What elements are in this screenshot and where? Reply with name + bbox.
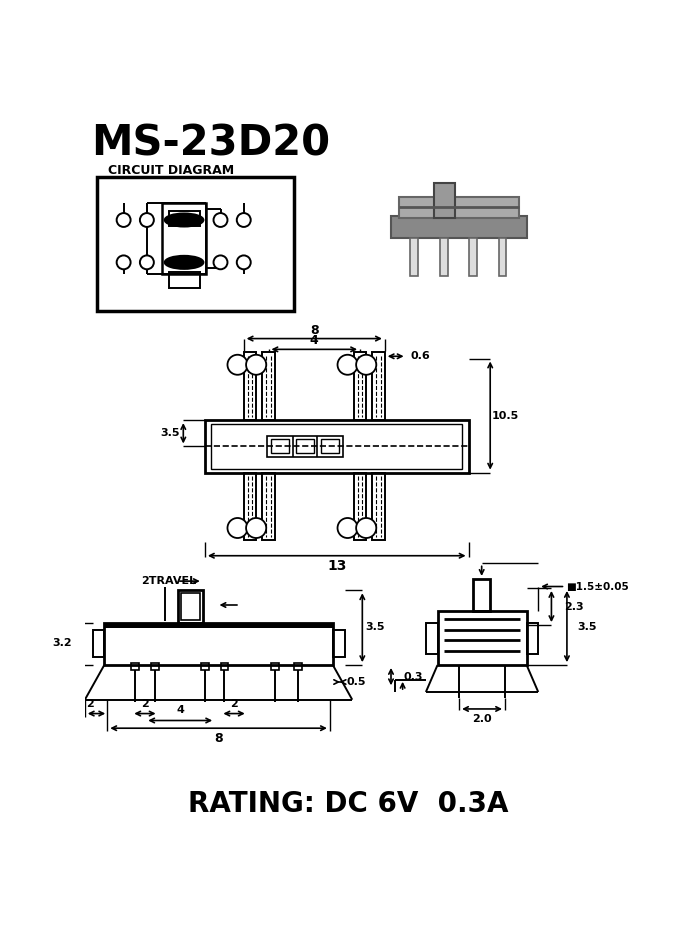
- Bar: [410, 237, 418, 276]
- Bar: [271, 439, 289, 453]
- Circle shape: [140, 255, 154, 269]
- Circle shape: [356, 354, 376, 375]
- Bar: [168, 272, 200, 288]
- Text: 13: 13: [327, 559, 346, 573]
- Bar: [244, 352, 256, 420]
- Ellipse shape: [165, 256, 204, 269]
- Text: 3.2: 3.2: [52, 639, 72, 649]
- Text: 2: 2: [86, 699, 94, 710]
- Text: 2: 2: [141, 699, 149, 710]
- Circle shape: [337, 354, 358, 375]
- Text: 8: 8: [214, 732, 223, 744]
- Text: 5: 5: [234, 523, 241, 533]
- Bar: [391, 216, 527, 237]
- Circle shape: [237, 213, 251, 227]
- Circle shape: [213, 213, 227, 227]
- Ellipse shape: [165, 213, 204, 226]
- Bar: [92, 630, 105, 657]
- Bar: [271, 663, 278, 670]
- Bar: [469, 237, 477, 276]
- Bar: [434, 183, 456, 218]
- Circle shape: [237, 255, 251, 269]
- Bar: [426, 623, 437, 654]
- Bar: [321, 439, 339, 453]
- Text: 2.0: 2.0: [472, 714, 492, 724]
- Bar: [262, 352, 275, 420]
- Circle shape: [246, 354, 266, 375]
- Bar: [399, 197, 519, 219]
- Text: MS-23D20: MS-23D20: [91, 122, 330, 164]
- Bar: [178, 590, 202, 623]
- Text: 4: 4: [310, 335, 318, 348]
- Bar: [333, 630, 344, 657]
- Circle shape: [356, 518, 376, 538]
- Text: 4: 4: [363, 360, 370, 369]
- Text: 3: 3: [344, 360, 352, 369]
- Text: 8: 8: [310, 324, 318, 338]
- Text: 0.5: 0.5: [347, 677, 367, 687]
- Text: 6: 6: [252, 523, 260, 533]
- Text: 10.5: 10.5: [492, 410, 519, 421]
- Bar: [205, 420, 469, 472]
- Bar: [354, 352, 366, 420]
- Bar: [201, 663, 209, 670]
- Text: 7: 7: [344, 523, 352, 533]
- Bar: [168, 210, 200, 226]
- Text: 4: 4: [177, 706, 184, 715]
- Bar: [440, 237, 447, 276]
- Text: 3.5: 3.5: [578, 622, 598, 631]
- Text: 2.3: 2.3: [564, 601, 583, 611]
- Circle shape: [117, 213, 130, 227]
- Bar: [297, 439, 314, 453]
- Text: 2TRAVEL: 2TRAVEL: [141, 576, 197, 586]
- Circle shape: [117, 255, 130, 269]
- Circle shape: [227, 354, 248, 375]
- Bar: [372, 472, 385, 540]
- Text: 2: 2: [253, 360, 260, 369]
- Bar: [96, 177, 294, 310]
- Text: ■1.5±0.05: ■1.5±0.05: [566, 582, 629, 592]
- Circle shape: [227, 518, 248, 538]
- Bar: [354, 472, 366, 540]
- Text: 3.5: 3.5: [160, 428, 180, 439]
- Text: 3.5: 3.5: [365, 623, 384, 632]
- Text: 0.3: 0.3: [403, 671, 423, 682]
- Bar: [244, 472, 256, 540]
- Bar: [211, 424, 462, 468]
- Circle shape: [213, 255, 227, 269]
- Bar: [294, 663, 302, 670]
- Bar: [372, 352, 385, 420]
- Bar: [498, 237, 507, 276]
- Bar: [221, 663, 228, 670]
- Text: 0.6: 0.6: [411, 352, 430, 361]
- Bar: [473, 579, 490, 611]
- Text: 1: 1: [234, 360, 242, 369]
- Bar: [181, 594, 200, 620]
- Bar: [527, 623, 538, 654]
- Bar: [105, 623, 333, 665]
- Bar: [162, 203, 206, 274]
- Bar: [262, 472, 275, 540]
- Text: 8: 8: [363, 523, 370, 533]
- Circle shape: [140, 213, 154, 227]
- Bar: [131, 663, 139, 670]
- Bar: [105, 623, 333, 628]
- Text: CIRCUIT DIAGRAM: CIRCUIT DIAGRAM: [108, 165, 234, 178]
- Text: RATING: DC 6V  0.3A: RATING: DC 6V 0.3A: [188, 790, 509, 818]
- Bar: [267, 436, 343, 457]
- Circle shape: [246, 518, 266, 538]
- Circle shape: [337, 518, 358, 538]
- Bar: [151, 663, 158, 670]
- Bar: [437, 611, 527, 665]
- Text: 2: 2: [230, 699, 238, 710]
